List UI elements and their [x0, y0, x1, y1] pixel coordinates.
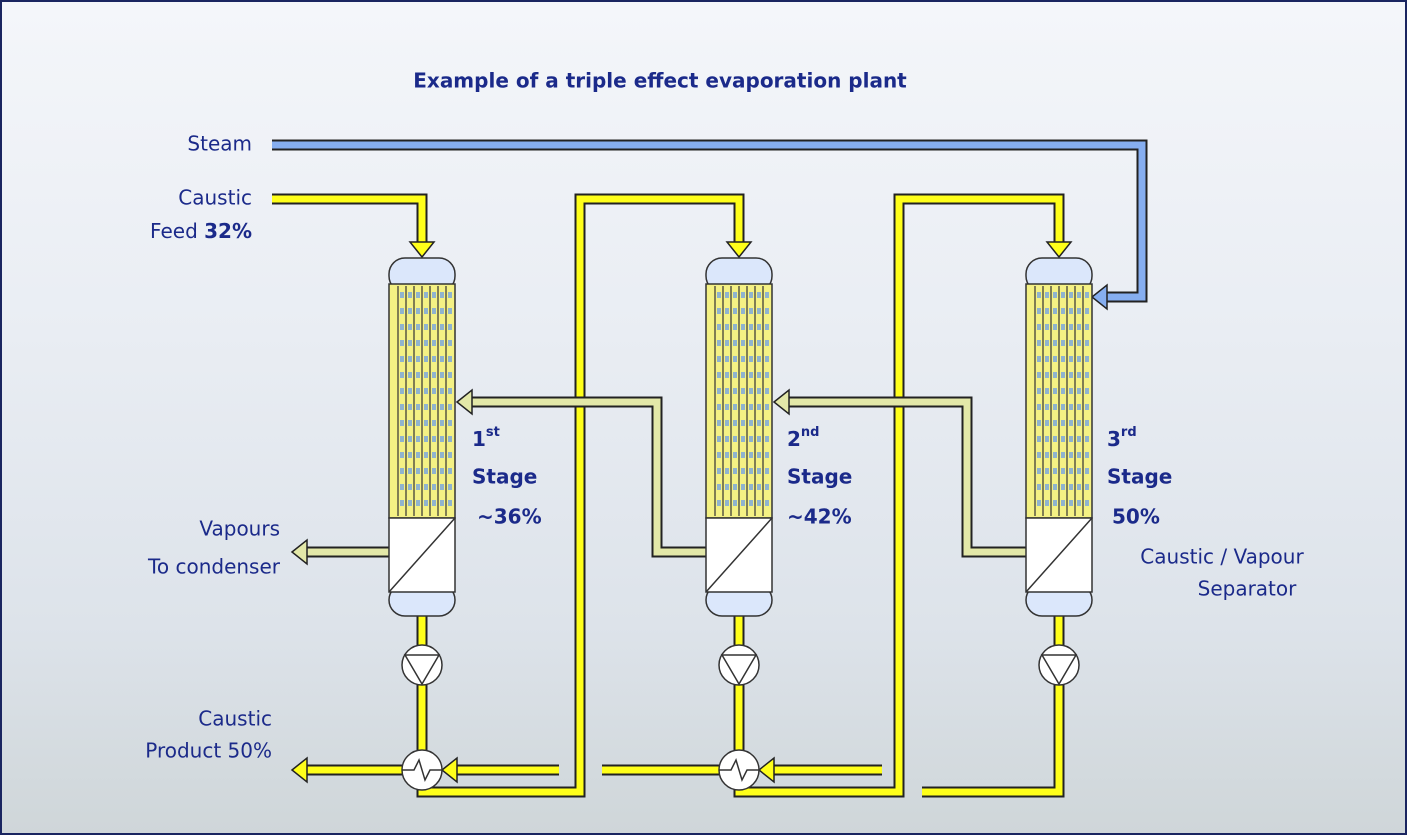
- stage-label: Stage: [787, 465, 852, 489]
- feed-concentration: 32%: [204, 219, 252, 243]
- feed-pipe-outline: [272, 199, 422, 243]
- stage-number: 3rd: [1107, 425, 1137, 451]
- liquor-pipe: [739, 199, 1059, 792]
- arrow-head: [1092, 285, 1107, 309]
- liquor-pipe: [422, 199, 739, 792]
- feed-label: Caustic: [178, 186, 252, 210]
- stage-number: 2: [787, 427, 801, 451]
- arrow-head: [292, 758, 307, 782]
- arrow-head: [457, 390, 472, 414]
- stage-number: 2nd: [787, 425, 819, 451]
- stage-number: 1st: [472, 425, 500, 451]
- arrow-head: [759, 758, 774, 782]
- arrow-head: [1047, 242, 1071, 257]
- arrow-head: [774, 390, 789, 414]
- vapours-label: Vapours: [199, 517, 280, 541]
- diagram-frame: Example of a triple effect evaporation p…: [0, 0, 1407, 835]
- stage-suffix: nd: [801, 425, 820, 440]
- product-pipe-outline: [922, 614, 1059, 792]
- arrow-head: [727, 242, 751, 257]
- diagram: Example of a triple effect evaporation p…: [2, 2, 1405, 833]
- feed-label: Feed: [150, 219, 198, 243]
- arrow-head: [410, 242, 434, 257]
- product-label: Caustic: [198, 707, 272, 731]
- stage-concentration: ~42%: [787, 505, 852, 529]
- stage-concentration: ~36%: [477, 505, 542, 529]
- shapes: [272, 145, 1142, 792]
- arrow-head: [442, 758, 457, 782]
- feed-label: Feed 32%: [150, 219, 252, 243]
- vapours-label: To condenser: [147, 555, 281, 579]
- stage-suffix: rd: [1121, 425, 1137, 440]
- separator-label: Separator: [1198, 577, 1298, 601]
- steam-label: Steam: [187, 132, 252, 156]
- stage-label: Stage: [1107, 465, 1172, 489]
- product-pipe: [922, 614, 1059, 792]
- product-label: Product 50%: [145, 739, 272, 763]
- feed-pipe: [272, 199, 422, 243]
- title: Example of a triple effect evaporation p…: [413, 69, 907, 93]
- stage-number: 1: [472, 427, 486, 451]
- stage-concentration: 50%: [1112, 505, 1160, 529]
- stage-label: Stage: [472, 465, 537, 489]
- arrow-head: [292, 540, 307, 564]
- stage-suffix: st: [486, 425, 500, 440]
- separator-label: Caustic / Vapour: [1140, 545, 1304, 569]
- stage-number: 3: [1107, 427, 1121, 451]
